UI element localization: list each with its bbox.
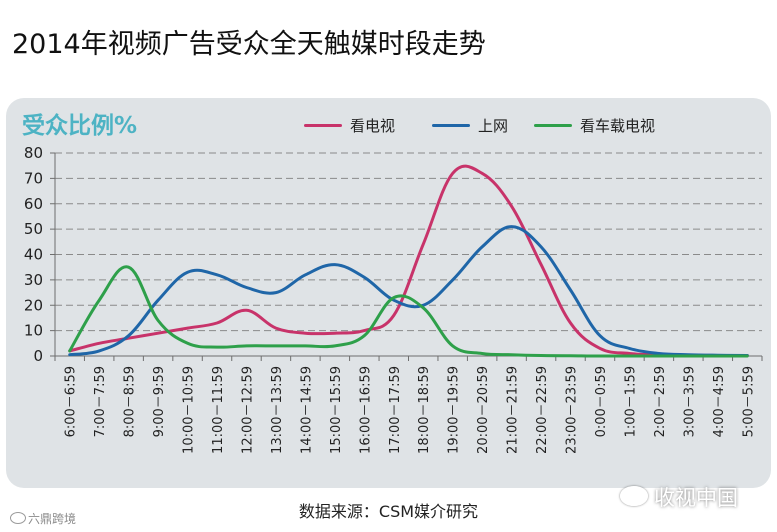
y-tick-label: 80 xyxy=(24,144,43,162)
x-tick-label: 5:00－5:59 xyxy=(741,366,756,437)
x-tick-label: 6:00－6:59 xyxy=(64,366,79,437)
page-title: 2014年视频广告受众全天触媒时段走势 xyxy=(12,29,486,60)
y-tick-label: 50 xyxy=(24,220,43,238)
chart-panel xyxy=(6,98,771,488)
x-tick-label: 22:00－22:59 xyxy=(535,366,550,454)
x-tick-label: 8:00－8:59 xyxy=(123,366,138,437)
watermark-right: 收视中国 xyxy=(620,482,738,512)
series-line-tv xyxy=(68,164,749,357)
y-tick-label: 0 xyxy=(33,347,43,365)
x-tick-label: 12:00－12:59 xyxy=(240,366,255,454)
x-tick-label: 16:00－16:59 xyxy=(358,366,373,454)
series-line-internet xyxy=(68,225,749,357)
legend-label-internet: 上网 xyxy=(478,117,509,135)
x-tick-label: 3:00－3:59 xyxy=(682,366,697,437)
data-source: 数据来源：CSM媒介研究 xyxy=(298,502,479,521)
legend-swatch-tv xyxy=(304,124,342,127)
y-tick-label: 40 xyxy=(24,246,43,264)
watermark-right-text: 收视中国 xyxy=(654,486,738,510)
legend-swatch-internet xyxy=(432,124,470,127)
y-axis-label: 受众比例% xyxy=(22,113,138,139)
logo-icon xyxy=(10,512,26,524)
x-tick-label: 4:00－4:59 xyxy=(712,366,727,437)
x-tick-label: 10:00－10:59 xyxy=(182,366,197,454)
legend-label-car-tv: 看车载电视 xyxy=(580,117,656,135)
y-tick-label: 60 xyxy=(24,195,43,213)
y-tick-label: 10 xyxy=(24,322,43,340)
y-tick-label: 70 xyxy=(24,169,43,187)
wechat-icon xyxy=(620,486,648,506)
legend-swatch-car-tv xyxy=(534,124,572,127)
x-tick-label: 17:00－17:59 xyxy=(388,366,403,454)
x-tick-label: 23:00－23:59 xyxy=(565,366,580,454)
x-tick-label: 13:00－13:59 xyxy=(270,366,285,454)
x-tick-label: 2:00－2:59 xyxy=(653,366,668,437)
legend-label-tv: 看电视 xyxy=(350,117,396,135)
x-tick-label: 9:00－9:59 xyxy=(152,366,167,437)
watermark-left: 六鼎跨境 xyxy=(10,510,76,527)
series-line-car-tv xyxy=(68,265,749,358)
x-tick-label: 21:00－21:59 xyxy=(506,366,521,454)
y-tick-label: 20 xyxy=(24,296,43,314)
x-tick-label: 0:00－0:59 xyxy=(594,366,609,437)
x-tick-label: 15:00－15:59 xyxy=(329,366,344,454)
x-tick-label: 14:00－14:59 xyxy=(299,366,314,454)
x-tick-label: 20:00－20:59 xyxy=(476,366,491,454)
x-tick-label: 11:00－11:59 xyxy=(211,366,226,454)
x-tick-label: 7:00－7:59 xyxy=(93,366,108,437)
x-tick-label: 19:00－19:59 xyxy=(447,366,462,454)
y-tick-label: 30 xyxy=(24,271,43,289)
x-tick-label: 18:00－18:59 xyxy=(417,366,432,454)
watermark-left-text: 六鼎跨境 xyxy=(28,512,77,526)
x-tick-label: 1:00－1:59 xyxy=(623,366,638,437)
